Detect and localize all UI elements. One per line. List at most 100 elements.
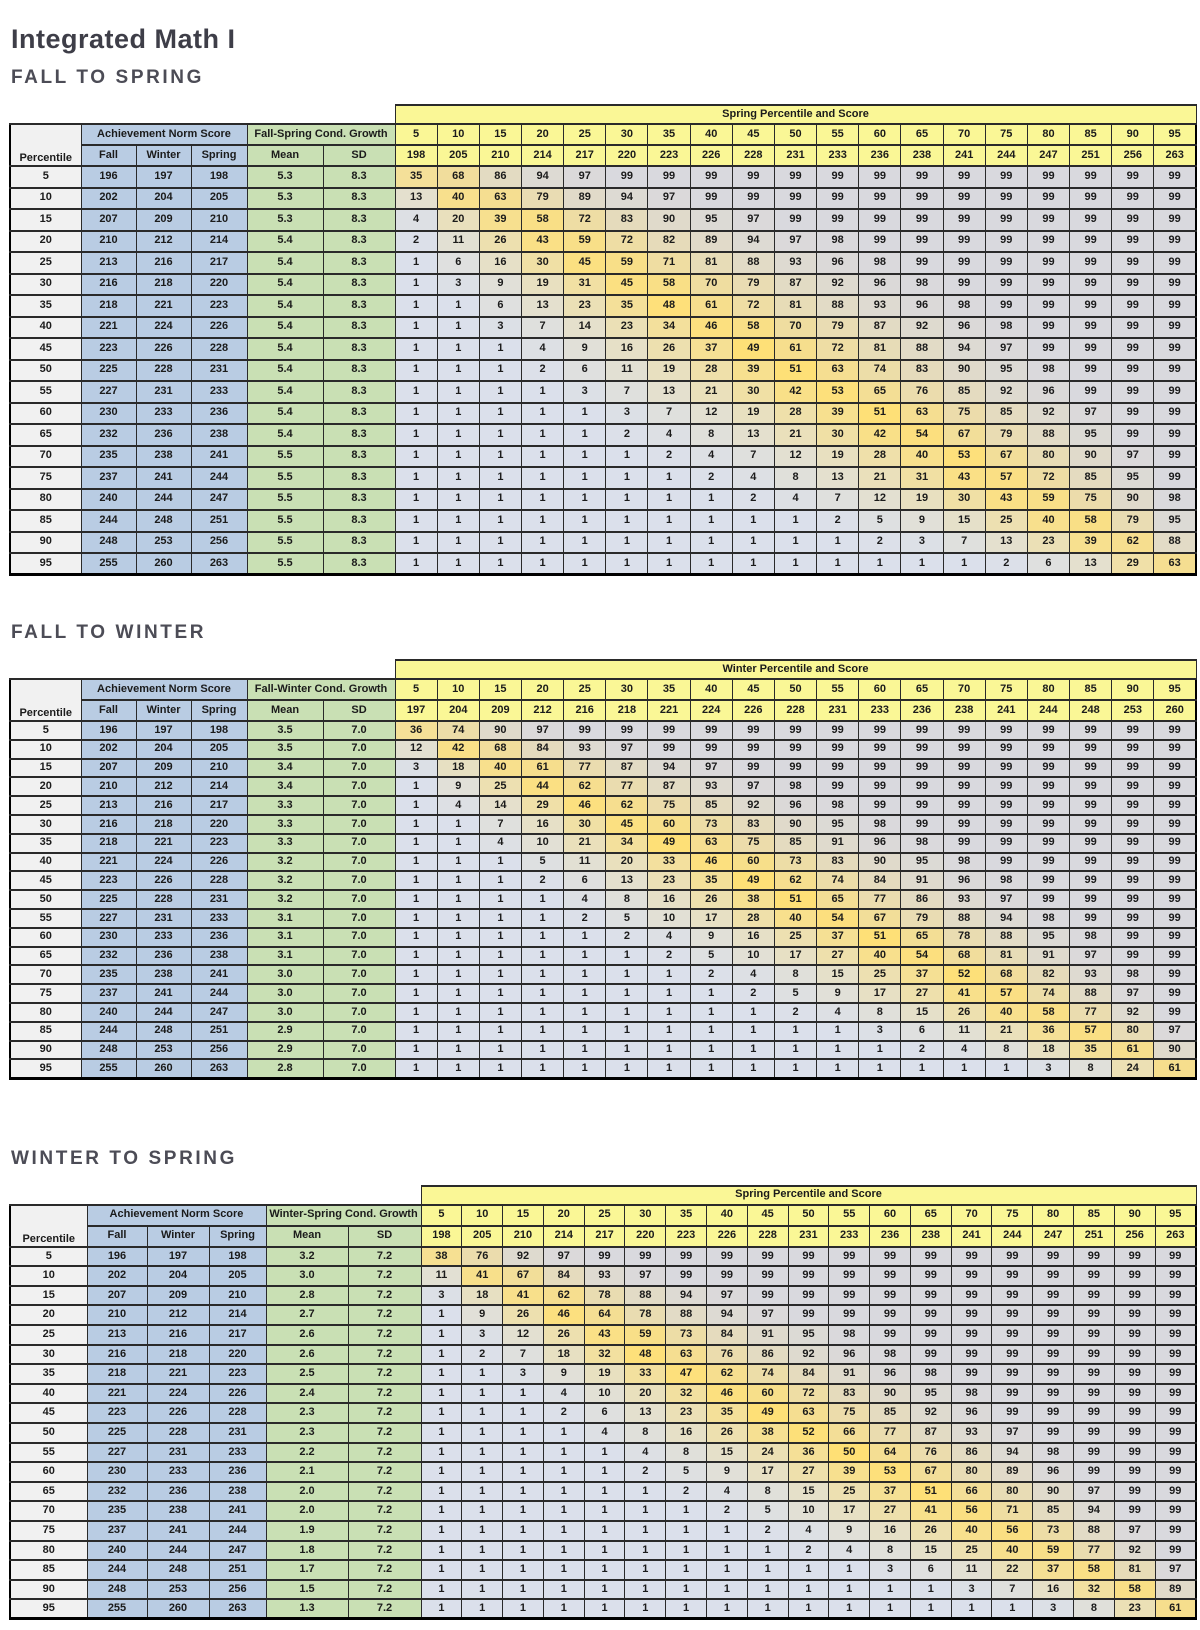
cond-growth-cell: 95 bbox=[909, 1382, 952, 1405]
percentile-cell: 55 bbox=[9, 1441, 88, 1464]
winter-score-cell: 204 bbox=[146, 1265, 210, 1287]
cond-growth-cell: 1 bbox=[436, 983, 480, 1004]
cond-growth-cell: 99 bbox=[984, 251, 1028, 275]
cond-growth-cell: 1 bbox=[478, 530, 523, 554]
table-row: 80 240 244 247 5.5 8.3 1 1 1 1 1 1 1 1 2 4 7 12 19 30 43 59 75… bbox=[9, 487, 1198, 511]
matrix-score-header: 256 bbox=[1113, 1224, 1156, 1248]
cond-growth-cell: 95 bbox=[1111, 466, 1155, 490]
cond-growth-cell: 91 bbox=[746, 1324, 789, 1346]
spring-score-cell: 238 bbox=[190, 423, 248, 447]
cond-growth-cell: 37 bbox=[1032, 1559, 1075, 1581]
cond-growth-cell: 1 bbox=[478, 907, 523, 929]
cond-growth-cell: 30 bbox=[520, 251, 565, 275]
cond-growth-cell: 1 bbox=[942, 552, 986, 576]
cond-growth-cell: 1 bbox=[647, 964, 691, 986]
cond-growth-cell: 1 bbox=[605, 1001, 649, 1023]
cond-growth-cell: 66 bbox=[950, 1480, 993, 1503]
cond-growth-cell: 4 bbox=[647, 926, 691, 948]
cond-growth-cell: 38 bbox=[731, 889, 775, 910]
cond-growth-cell: 67 bbox=[942, 423, 986, 447]
band-spacer bbox=[10, 105, 396, 124]
matrix-percentile-header: 50 bbox=[773, 123, 818, 146]
cond-growth-cell: 76 bbox=[706, 1343, 748, 1366]
cond-growth-cell: 99 bbox=[900, 776, 944, 798]
percentile-cell: 85 bbox=[9, 1559, 88, 1581]
cond-growth-cell: 97 bbox=[731, 208, 775, 232]
cond-growth-cell: 1 bbox=[502, 1441, 544, 1464]
cond-growth-cell: 99 bbox=[1032, 1382, 1075, 1405]
cond-growth-cell: 98 bbox=[1111, 964, 1155, 986]
matrix-score-header: 247 bbox=[1026, 144, 1071, 167]
cond-growth-cell: 68 bbox=[984, 964, 1028, 986]
cond-growth-cell: 14 bbox=[563, 315, 607, 339]
cond-growth-cell: 1 bbox=[689, 530, 733, 554]
fall-score-cell: 237 bbox=[86, 1519, 148, 1542]
fall-score-cell: 207 bbox=[80, 208, 137, 232]
cond-growth-cell: 1 bbox=[436, 889, 480, 910]
cond-growth-cell: 1 bbox=[394, 870, 438, 892]
cond-growth-cell: 99 bbox=[909, 1343, 952, 1366]
cond-growth-cell: 99 bbox=[909, 1324, 952, 1346]
cond-growth-cell: 1 bbox=[478, 487, 523, 511]
matrix-score-header: 241 bbox=[950, 1224, 993, 1248]
winter-score-cell: 218 bbox=[135, 813, 192, 835]
table-row: 65 232 236 238 2.0 7.2 1 1 1 1 1 1 2 4 8 15 25 37 51 66 80 90… bbox=[9, 1480, 1197, 1503]
cond-growth-cell: 95 bbox=[1153, 509, 1198, 533]
cond-growth-cell: 99 bbox=[1111, 720, 1155, 741]
cond-growth-cell: 1 bbox=[746, 1539, 789, 1562]
cond-growth-cell: 75 bbox=[828, 1402, 871, 1424]
cond-growth-cell: 20 bbox=[624, 1382, 667, 1405]
matrix-score-header: 236 bbox=[858, 144, 902, 167]
cond-growth-cell: 1 bbox=[665, 1598, 707, 1621]
matrix-percentile-header: 65 bbox=[909, 1203, 952, 1227]
cond-growth-cell: 97 bbox=[1113, 1519, 1156, 1542]
cond-growth-cell: 99 bbox=[1111, 738, 1155, 760]
cond-growth-cell: 97 bbox=[1111, 444, 1155, 468]
cond-growth-cell: 98 bbox=[900, 832, 944, 854]
cond-growth-cell: 99 bbox=[1069, 251, 1113, 275]
cond-growth-cell: 65 bbox=[858, 380, 902, 404]
cond-growth-cell: 45 bbox=[605, 813, 649, 835]
sd-cell: 7.0 bbox=[322, 757, 396, 779]
cond-growth-cell: 1 bbox=[583, 1559, 626, 1581]
cond-growth-cell: 98 bbox=[858, 251, 902, 275]
cond-growth-cell: 1 bbox=[563, 1039, 607, 1061]
cond-growth-cell: 1 bbox=[478, 380, 523, 404]
cond-growth-cell: 1 bbox=[461, 1480, 504, 1503]
cond-growth-cell: 1 bbox=[394, 423, 438, 447]
cond-growth-cell: 99 bbox=[1111, 832, 1155, 854]
cond-growth-cell: 96 bbox=[828, 1343, 871, 1366]
cond-growth-cell: 99 bbox=[1153, 337, 1198, 361]
cond-growth-cell: 1 bbox=[605, 1020, 649, 1042]
cond-growth-cell: 1 bbox=[563, 466, 607, 490]
cond-growth-cell: 39 bbox=[1069, 530, 1113, 554]
spring-score-cell: 236 bbox=[190, 401, 248, 425]
cond-growth-cell: 36 bbox=[1026, 1020, 1071, 1042]
cond-growth-cell: 1 bbox=[436, 870, 480, 892]
cond-growth-cell: 99 bbox=[858, 208, 902, 232]
cond-growth-cell: 1 bbox=[583, 1519, 626, 1542]
cond-growth-cell: 99 bbox=[816, 186, 860, 210]
cond-growth-cell: 9 bbox=[461, 1304, 504, 1326]
cond-growth-cell: 99 bbox=[1026, 720, 1071, 741]
cond-growth-cell: 1 bbox=[816, 530, 860, 554]
cond-growth-cell: 99 bbox=[1113, 1343, 1156, 1366]
mean-cell: 3.1 bbox=[246, 945, 324, 967]
percentile-cell: 50 bbox=[9, 889, 82, 910]
matrix-score-header: 231 bbox=[773, 144, 818, 167]
col-header-percentile: Percentile bbox=[9, 1203, 88, 1248]
cond-growth-cell: 99 bbox=[950, 1324, 993, 1346]
cond-growth-cell: 73 bbox=[665, 1324, 707, 1346]
cond-growth-cell: 92 bbox=[909, 1402, 952, 1424]
cond-growth-cell: 1 bbox=[746, 1559, 789, 1581]
cond-growth-cell: 86 bbox=[950, 1441, 993, 1464]
cond-growth-cell: 98 bbox=[942, 851, 986, 873]
cond-growth-cell: 99 bbox=[1111, 380, 1155, 404]
cond-growth-cell: 49 bbox=[746, 1402, 789, 1424]
cond-growth-cell: 99 bbox=[900, 208, 944, 232]
fall-score-cell: 218 bbox=[80, 832, 137, 854]
cond-growth-cell: 9 bbox=[436, 776, 480, 798]
cond-growth-cell: 99 bbox=[1153, 964, 1198, 986]
cond-growth-cell: 99 bbox=[1111, 401, 1155, 425]
cond-growth-cell: 99 bbox=[950, 1304, 993, 1326]
